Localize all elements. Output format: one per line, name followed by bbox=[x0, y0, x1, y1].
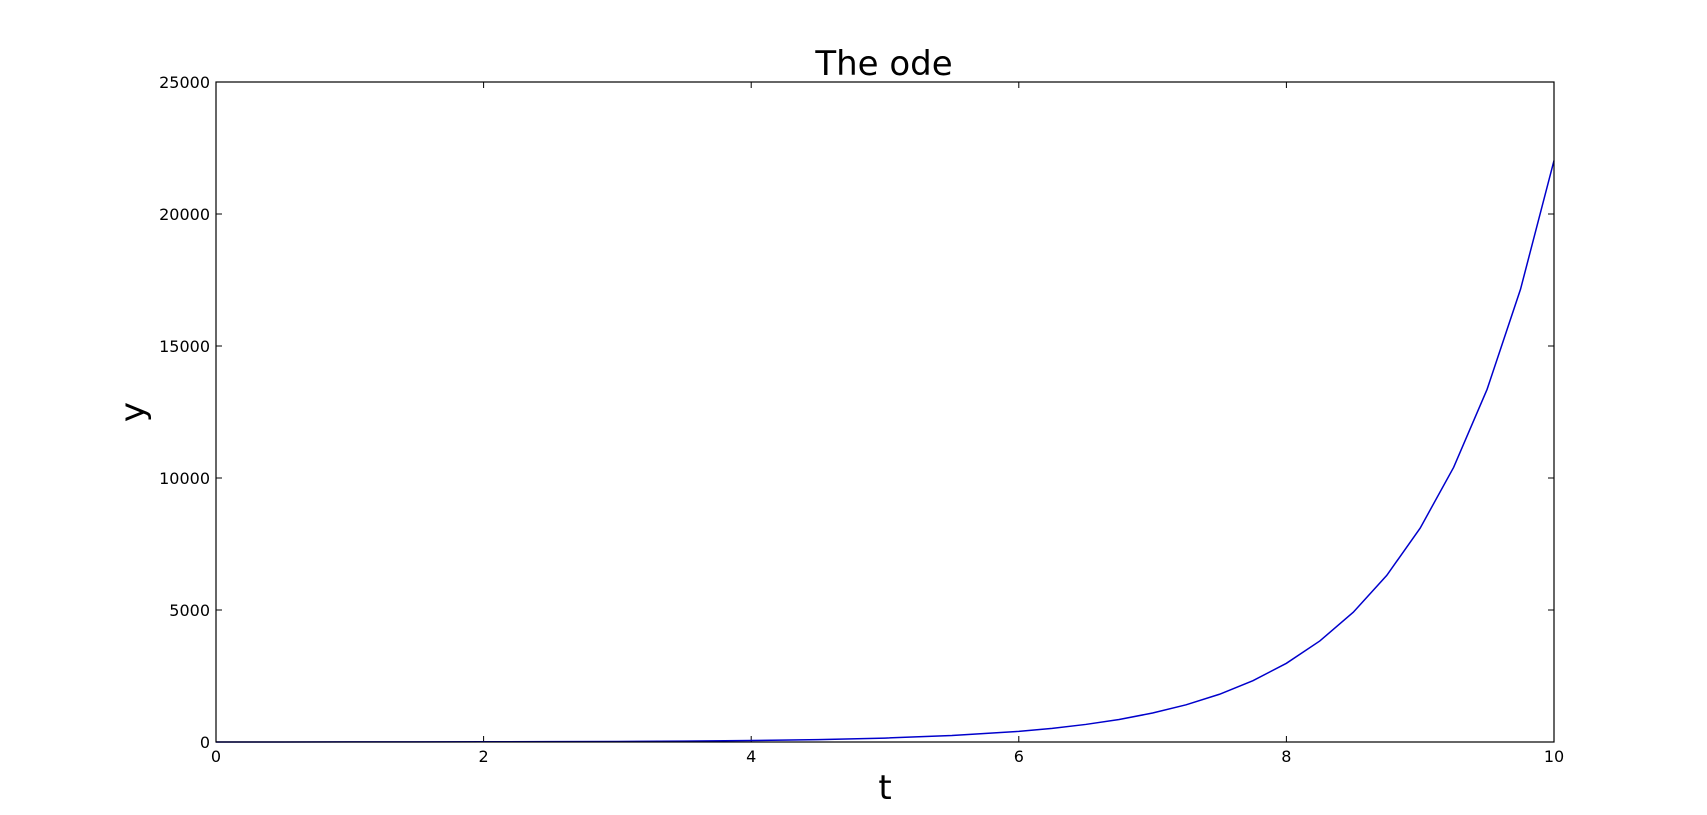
x-axis: 0 2 4 6 8 10 bbox=[211, 82, 1564, 766]
chart-title: The ode bbox=[814, 44, 952, 84]
x-tick-label: 0 bbox=[211, 747, 221, 766]
plot-frame bbox=[215, 81, 1555, 743]
y-tick-label: 0 bbox=[200, 733, 210, 752]
y-axis-label: y bbox=[113, 402, 153, 422]
x-tick-label: 10 bbox=[1544, 747, 1564, 766]
x-tick-label: 6 bbox=[1014, 747, 1024, 766]
x-tick-label: 8 bbox=[1281, 747, 1291, 766]
x-tick-label: 4 bbox=[746, 747, 756, 766]
y-tick-label: 25000 bbox=[159, 73, 210, 92]
y-tick-label: 20000 bbox=[159, 205, 210, 224]
y-axis: 0 5000 10000 15000 20000 25000 bbox=[159, 73, 1554, 752]
x-tick-label: 2 bbox=[479, 747, 489, 766]
x-axis-label: t bbox=[878, 768, 891, 808]
y-tick-label: 5000 bbox=[169, 601, 210, 620]
y-tick-label: 15000 bbox=[159, 337, 210, 356]
y-tick-label: 10000 bbox=[159, 469, 210, 488]
plot-area bbox=[216, 82, 1554, 742]
